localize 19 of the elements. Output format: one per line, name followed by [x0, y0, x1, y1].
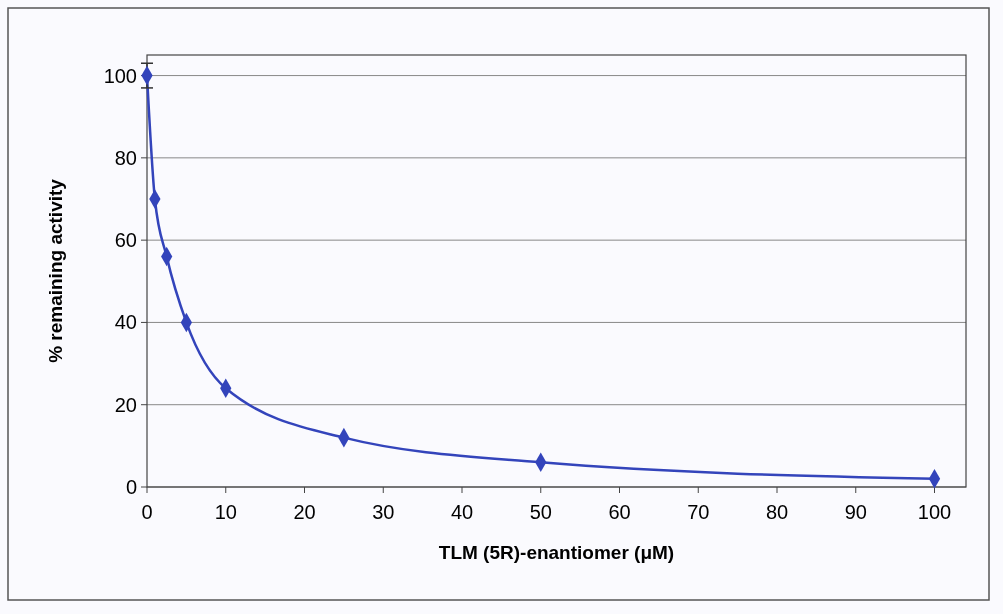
x-tick-label: 70: [687, 501, 710, 523]
y-tick-label: 0: [125, 476, 137, 498]
x-tick-label: 100: [917, 501, 952, 523]
y-tick-label: 20: [114, 393, 137, 416]
x-tick-label: 0: [141, 501, 153, 523]
y-axis-title: % remaining activity: [45, 178, 66, 363]
x-tick-label: 60: [608, 501, 631, 523]
x-tick-label: 90: [844, 501, 867, 523]
x-tick-label: 20: [293, 501, 316, 523]
y-tick-label: 80: [114, 146, 137, 169]
x-axis-title: TLM (5R)-enantiomer (μM): [438, 542, 675, 563]
y-tick-label: 60: [114, 229, 137, 252]
x-tick-label: 40: [450, 501, 474, 523]
x-tick-label: 10: [214, 501, 237, 523]
y-tick-label: 100: [103, 64, 137, 87]
x-tick-label: 80: [765, 501, 789, 523]
x-tick-label: 30: [372, 501, 395, 523]
y-tick-label: 40: [114, 311, 137, 334]
x-tick-label: 50: [529, 501, 552, 523]
